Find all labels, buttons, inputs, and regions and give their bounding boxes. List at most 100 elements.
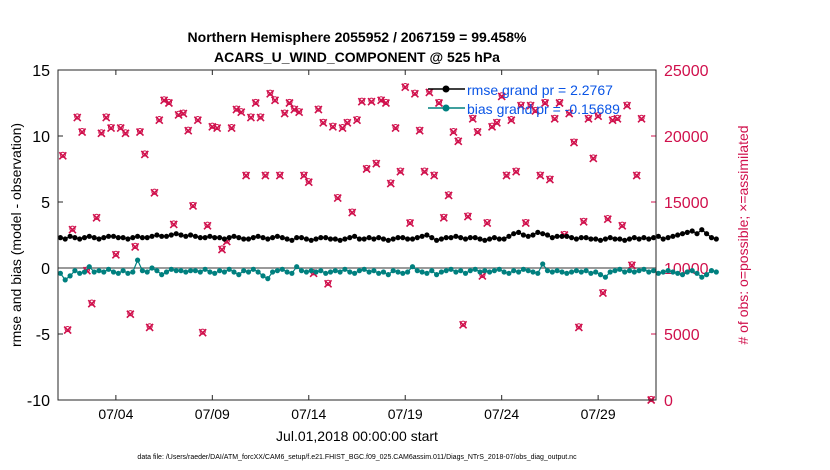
obs-assimilated-marker (430, 171, 439, 180)
bias-point (569, 269, 575, 275)
rmse-point (530, 232, 536, 238)
rmse-point (467, 235, 473, 241)
rmse-point (217, 235, 223, 241)
rmse-point (125, 236, 131, 242)
obs-assimilated-stroke (63, 325, 72, 335)
obs-assimilated-stroke (449, 127, 458, 137)
obs-possible-marker (416, 126, 423, 133)
obs-assimilated-marker (357, 97, 366, 106)
obs-assimilated-stroke (381, 98, 391, 108)
obs-assimilated-marker (87, 299, 96, 308)
obs-possible-marker (570, 138, 578, 145)
rmse-point (91, 235, 97, 241)
obs-possible-marker (440, 213, 447, 220)
obs-assimilated-marker (208, 122, 217, 131)
obs-assimilated-marker (401, 83, 410, 92)
rmse-point (231, 233, 237, 239)
obs-assimilated-stroke (203, 221, 212, 230)
obs-assimilated-stroke (58, 151, 67, 160)
obs-assimilated-marker (579, 217, 588, 226)
obs-assimilated-stroke (208, 122, 217, 131)
bias-point (91, 269, 97, 275)
rmse-point (540, 231, 546, 237)
rmse-point (86, 233, 92, 239)
obs-possible-marker (604, 215, 611, 222)
obs-possible-marker (189, 201, 197, 209)
rmse-point (559, 233, 565, 239)
rmse-point (130, 235, 136, 241)
obs-possible-marker (532, 106, 539, 114)
obs-assimilated-stroke (97, 129, 106, 138)
bias-point (578, 269, 584, 275)
bias-point (221, 269, 227, 275)
obs-assimilated-stroke (622, 101, 632, 110)
obs-possible-marker (320, 118, 327, 125)
obs-assimilated-stroke (246, 113, 255, 122)
obs-assimilated-marker (343, 118, 352, 127)
obs-assimilated-marker (193, 116, 202, 125)
x-tick-label: 07/19 (388, 406, 423, 422)
obs-assimilated-marker (319, 118, 328, 127)
obs-assimilated-stroke (531, 106, 540, 115)
rmse-point (115, 235, 121, 241)
obs-assimilated-marker (574, 323, 583, 332)
bias-point (101, 269, 107, 275)
obs-assimilated-stroke (164, 98, 173, 108)
obs-assimilated-marker (352, 116, 362, 125)
obs-assimilated-stroke (613, 114, 622, 123)
obs-possible-marker (580, 217, 587, 224)
obs-assimilated-stroke (439, 213, 448, 222)
rmse-point (188, 232, 194, 238)
bias-point (501, 269, 507, 275)
obs-assimilated-marker (632, 171, 641, 180)
bias-point (453, 269, 459, 275)
obs-assimilated-marker (328, 122, 337, 131)
rmse-point (96, 236, 102, 242)
bias-point (617, 266, 623, 272)
bias-point (188, 268, 194, 274)
bias-point (491, 268, 497, 274)
bias-point (352, 270, 358, 276)
obs-assimilated-stroke (541, 98, 550, 108)
obs-assimilated-marker (386, 179, 395, 188)
bias-point (646, 269, 652, 275)
obs-assimilated-stroke (102, 113, 111, 122)
obs-assimilated-marker (275, 171, 284, 180)
bias-point (626, 268, 633, 274)
obs-possible-marker (402, 83, 409, 90)
rmse-point (400, 235, 406, 241)
obs-assimilated-stroke (516, 101, 526, 110)
bias-point (67, 273, 73, 279)
obs-possible-marker (276, 171, 283, 178)
obs-assimilated-marker (246, 113, 255, 122)
obs-assimilated-stroke (227, 124, 236, 133)
y-left-tick-label: 5 (41, 195, 50, 212)
obs-possible-marker (315, 105, 322, 112)
obs-possible-marker (421, 167, 428, 174)
bias-point (395, 269, 401, 275)
obs-assimilated-stroke (430, 171, 439, 180)
obs-assimilated-stroke (584, 114, 593, 123)
obs-assimilated-marker (463, 212, 472, 221)
obs-assimilated-stroke (155, 116, 164, 125)
y-left-tick-label: 10 (32, 129, 50, 146)
obs-assimilated-marker (483, 219, 492, 228)
obs-possible-marker (648, 395, 655, 403)
rmse-point (236, 235, 242, 241)
obs-assimilated-stroke (401, 83, 410, 92)
obs-assimilated-stroke (362, 164, 371, 174)
obs-assimilated-marker (285, 98, 294, 108)
obs-assimilated-stroke (179, 109, 188, 118)
obs-assimilated-marker (78, 127, 87, 137)
rmse-point (265, 236, 271, 242)
obs-possible-marker (228, 123, 235, 131)
obs-assimilated-stroke (126, 310, 135, 319)
rmse-point (458, 235, 464, 241)
obs-possible-marker (387, 179, 394, 186)
rmse-point (135, 233, 141, 239)
obs-assimilated-marker (179, 109, 188, 118)
obs-possible-marker (585, 114, 592, 121)
bias-point (154, 268, 160, 274)
obs-assimilated-stroke (512, 167, 521, 176)
bias-point (245, 269, 252, 275)
